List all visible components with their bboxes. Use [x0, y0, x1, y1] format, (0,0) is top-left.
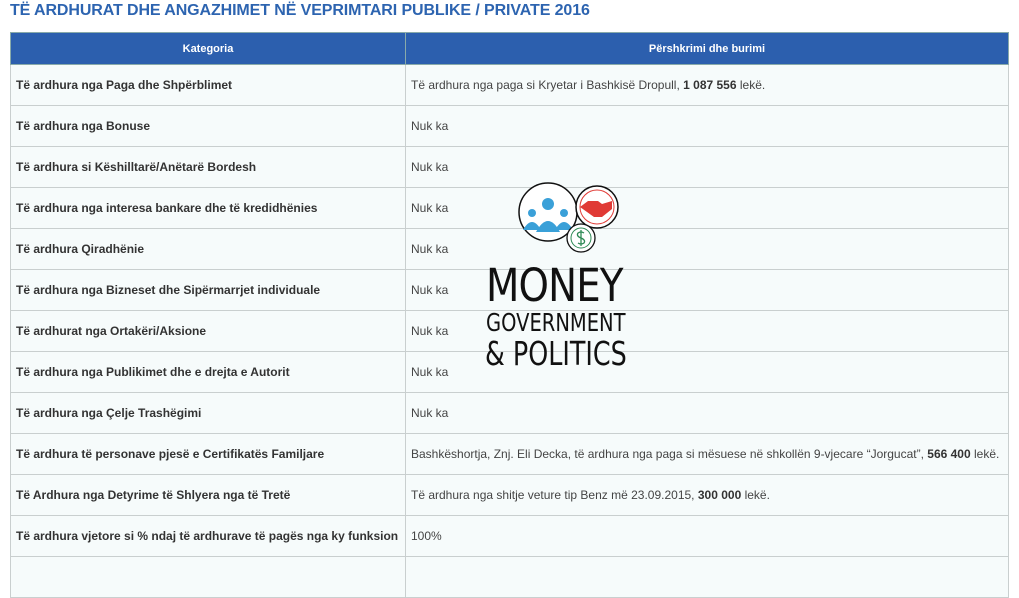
table-row: Të ardhura nga Paga dhe Shpërblimet Të a… — [10, 64, 1009, 106]
table-row: Të ardhura të personave pjesë e Certifik… — [10, 433, 1009, 475]
description-text: Të ardhura nga paga si Kryetar i Bashkis… — [411, 78, 684, 92]
category-cell: Të ardhura Qiradhënie — [10, 228, 406, 270]
table-row: Të ardhura nga Bizneset dhe Sipërmarrjet… — [10, 269, 1009, 311]
category-cell — [10, 556, 406, 598]
description-suffix: lekë. — [970, 447, 1000, 461]
description-suffix: lekë. — [741, 488, 770, 502]
description-cell: Nuk ka — [405, 187, 1009, 229]
income-table: Kategoria Përshkrimi dhe burimi Të ardhu… — [10, 32, 1009, 598]
category-cell: Të ardhura nga Paga dhe Shpërblimet — [10, 64, 406, 106]
table-body: Të ardhura nga Paga dhe Shpërblimet Të a… — [10, 64, 1009, 598]
table-row: Të ardhura nga Çelje Trashëgimi Nuk ka — [10, 392, 1009, 434]
table-row: Të ardhura Qiradhënie Nuk ka — [10, 228, 1009, 270]
description-cell: Nuk ka — [405, 310, 1009, 352]
category-cell: Të ardhura vjetore si % ndaj të ardhurav… — [10, 515, 406, 557]
description-cell: Të ardhura nga shitje veture tip Benz më… — [405, 474, 1009, 516]
description-cell — [405, 556, 1009, 598]
category-cell: Të ardhura nga Publikimet dhe e drejta e… — [10, 351, 406, 393]
description-cell: Nuk ka — [405, 351, 1009, 393]
description-text: Nuk ka — [411, 365, 449, 379]
description-text: Nuk ka — [411, 119, 449, 133]
category-cell: Të Ardhura nga Detyrime të Shlyera nga t… — [10, 474, 406, 516]
table-row — [10, 556, 1009, 598]
amount-value: 300 000 — [697, 488, 742, 502]
category-cell: Të ardhura si Këshilltarë/Anëtarë Bordes… — [10, 146, 406, 188]
table-row: Të ardhura nga interesa bankare dhe të k… — [10, 187, 1009, 229]
table-row: Të Ardhura nga Detyrime të Shlyera nga t… — [10, 474, 1009, 516]
description-cell: Nuk ka — [405, 228, 1009, 270]
category-cell: Të ardhura nga Bonuse — [10, 105, 406, 147]
page-title: TË ARDHURAT DHE ANGAZHIMET NË VEPRIMTARI… — [10, 2, 590, 19]
description-text: Bashkëshortja, Znj. Eli Decka, të ardhur… — [411, 447, 928, 461]
table-row: Të ardhura nga Bonuse Nuk ka — [10, 105, 1009, 147]
description-cell: Të ardhura nga paga si Kryetar i Bashkis… — [405, 64, 1009, 106]
description-cell: Nuk ka — [405, 146, 1009, 188]
table-row: Të ardhura nga Publikimet dhe e drejta e… — [10, 351, 1009, 393]
table-row: Të ardhura si Këshilltarë/Anëtarë Bordes… — [10, 146, 1009, 188]
description-cell: Bashkëshortja, Znj. Eli Decka, të ardhur… — [405, 433, 1009, 475]
description-cell: Nuk ka — [405, 105, 1009, 147]
category-cell: Të ardhurat nga Ortakëri/Aksione — [10, 310, 406, 352]
description-cell: Nuk ka — [405, 269, 1009, 311]
description-text: Nuk ka — [411, 201, 449, 215]
description-suffix: lekë. — [736, 78, 766, 92]
category-cell: Të ardhura nga interesa bankare dhe të k… — [10, 187, 406, 229]
column-header-category: Kategoria — [10, 32, 406, 65]
table-row: Të ardhura vjetore si % ndaj të ardhurav… — [10, 515, 1009, 557]
category-cell: Të ardhura nga Bizneset dhe Sipërmarrjet… — [10, 269, 406, 311]
amount-value: 1 087 556 — [683, 78, 737, 92]
category-cell: Të ardhura nga Çelje Trashëgimi — [10, 392, 406, 434]
description-text: Nuk ka — [411, 283, 449, 297]
description-text: Të ardhura nga shitje veture tip Benz më… — [411, 488, 698, 502]
description-text: Nuk ka — [411, 406, 449, 420]
description-cell: 100% — [405, 515, 1009, 557]
description-text: Nuk ka — [411, 242, 449, 256]
column-header-description: Përshkrimi dhe burimi — [405, 32, 1009, 65]
amount-value: 566 400 — [927, 447, 971, 461]
description-cell: Nuk ka — [405, 392, 1009, 434]
description-text: Nuk ka — [411, 324, 449, 338]
table-row: Të ardhurat nga Ortakëri/Aksione Nuk ka — [10, 310, 1009, 352]
description-text: Nuk ka — [411, 160, 449, 174]
description-text: 100% — [411, 529, 442, 543]
category-cell: Të ardhura të personave pjesë e Certifik… — [10, 433, 406, 475]
